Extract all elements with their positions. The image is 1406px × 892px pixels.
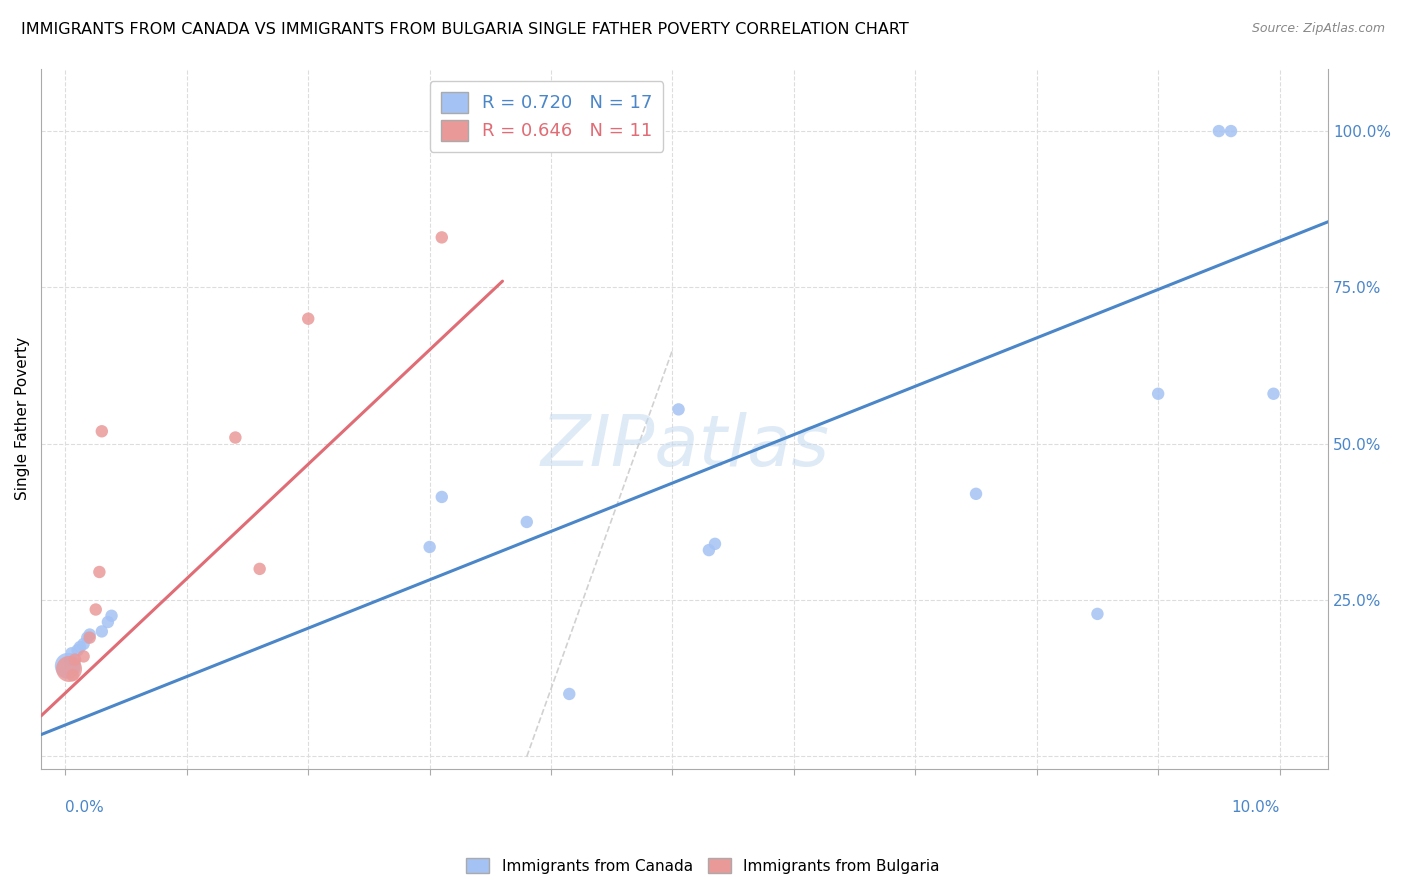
Point (697, 543, 720, 558)
Y-axis label: Single Father Poverty: Single Father Poverty (15, 337, 30, 500)
Point (965, 487, 987, 501)
Point (66, 643, 89, 657)
Point (89, 565, 111, 579)
Point (76, 631, 98, 645)
Point (430, 230, 453, 244)
Text: Source: ZipAtlas.com: Source: ZipAtlas.com (1251, 22, 1385, 36)
Legend: Immigrants from Canada, Immigrants from Bulgaria: Immigrants from Canada, Immigrants from … (460, 852, 946, 880)
Point (224, 430, 246, 444)
Point (72, 637, 94, 651)
Text: ZIPatlas: ZIPatlas (540, 412, 830, 482)
Point (84, 602, 107, 616)
Text: 0.0%: 0.0% (66, 799, 104, 814)
Point (90, 424, 112, 438)
Point (1208, 124, 1230, 138)
Point (1220, 124, 1243, 138)
Point (69, 640, 91, 654)
Point (668, 402, 690, 417)
Text: IMMIGRANTS FROM CANADA VS IMMIGRANTS FROM BULGARIA SINGLE FATHER POVERTY CORRELA: IMMIGRANTS FROM CANADA VS IMMIGRANTS FRO… (21, 22, 908, 37)
Point (516, 515, 538, 529)
Point (430, 490, 453, 504)
Point (58, 662, 80, 676)
Point (558, 687, 581, 701)
Point (90, 624, 112, 639)
Point (79, 631, 101, 645)
Point (1263, 386, 1285, 401)
Point (1147, 386, 1170, 401)
Point (56, 658, 79, 673)
Point (72, 649, 94, 664)
Point (79, 627, 101, 641)
Point (1087, 607, 1109, 621)
Point (249, 562, 271, 576)
Point (704, 537, 727, 551)
Point (62, 668, 84, 682)
Point (97, 615, 120, 629)
Point (297, 311, 319, 326)
Point (60, 646, 83, 660)
Point (59, 652, 82, 666)
Point (63, 652, 86, 666)
Point (419, 540, 441, 554)
Text: 10.0%: 10.0% (1232, 799, 1279, 814)
Legend: R = 0.720   N = 17, R = 0.646   N = 11: R = 0.720 N = 17, R = 0.646 N = 11 (430, 81, 664, 152)
Point (100, 608, 122, 623)
